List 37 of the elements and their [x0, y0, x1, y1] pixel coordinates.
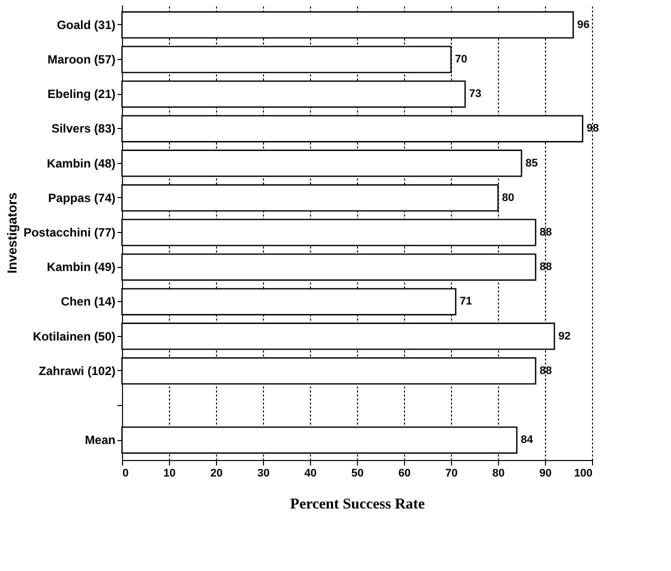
- y-tick-label: Kambin (48): [46, 156, 116, 170]
- x-tick-label: 80: [492, 468, 505, 480]
- data-label: 92: [558, 330, 571, 342]
- y-tick-label: Zahrawi (102): [38, 364, 116, 378]
- data-label: 88: [540, 261, 552, 274]
- data-label: 73: [469, 88, 482, 100]
- x-tick-label: 20: [210, 468, 223, 480]
- y-tick-label: Maroon (57): [47, 52, 116, 66]
- x-tick-label: 60: [398, 468, 411, 480]
- x-tick-label: 10: [163, 468, 176, 480]
- y-tick-label: Ebeling (21): [47, 87, 116, 102]
- y-tick-label: Mean: [84, 433, 116, 448]
- data-label: 96: [577, 18, 590, 31]
- data-label: 88: [540, 364, 552, 377]
- x-tick-label: 70: [445, 468, 458, 480]
- data-label: 88: [540, 226, 552, 238]
- data-label: 85: [526, 157, 538, 170]
- y-tick-label: Goald (31): [56, 18, 116, 32]
- x-tick-label: 0: [122, 468, 129, 480]
- data-label: 98: [586, 122, 599, 135]
- data-label: 80: [502, 192, 514, 204]
- y-tick-label: Postacchini (77): [23, 226, 116, 240]
- y-tick-label: Pappas (74): [48, 190, 116, 205]
- data-label: 70: [455, 53, 468, 66]
- y-tick-label: Silvers (83): [51, 122, 116, 136]
- y-tick-label: Kotilainen (50): [32, 329, 116, 344]
- data-label: 71: [460, 296, 472, 308]
- y-tick-label: Chen (14): [60, 294, 116, 309]
- x-tick-label: 30: [257, 468, 270, 480]
- y-tick-label: Kambin (49): [46, 260, 116, 274]
- x-axis-title: Percent Success Rate: [290, 496, 426, 512]
- x-tick-label: 40: [304, 468, 317, 480]
- data-label: 84: [520, 434, 534, 446]
- x-tick-label: 50: [351, 468, 364, 480]
- y-axis-title: Investigators: [4, 192, 20, 274]
- x-tick-label: 100: [574, 468, 592, 480]
- x-tick-label: 90: [539, 468, 552, 480]
